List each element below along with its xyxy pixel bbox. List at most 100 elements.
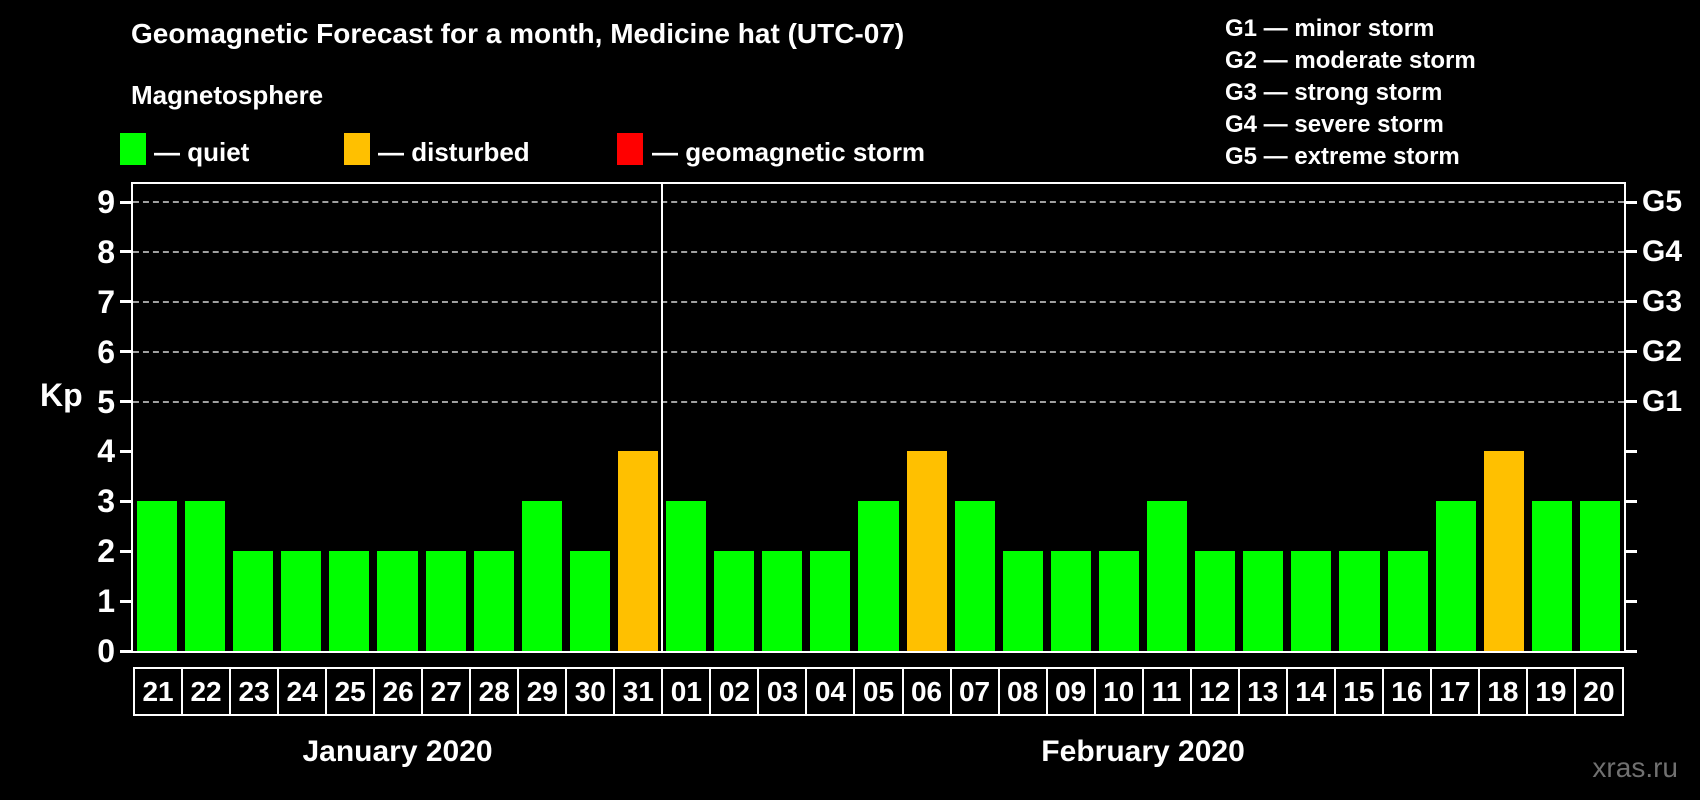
g-tick-label: G5 bbox=[1642, 185, 1683, 218]
g-scale-legend-item: G1 — minor storm bbox=[1225, 15, 1435, 42]
date-cell: 28 bbox=[469, 667, 520, 716]
kp-gridline bbox=[133, 300, 1624, 303]
date-cell: 21 bbox=[133, 667, 184, 716]
kp-bar bbox=[569, 551, 610, 651]
left-axis-tick bbox=[120, 649, 131, 653]
kp-bar bbox=[377, 551, 418, 651]
date-cell: 25 bbox=[325, 667, 376, 716]
date-cell: 03 bbox=[757, 667, 808, 716]
kp-bar bbox=[1339, 551, 1380, 651]
kp-gridline bbox=[133, 250, 1624, 253]
left-axis-tick bbox=[120, 300, 131, 304]
kp-bar bbox=[1050, 551, 1091, 651]
kp-tick-label: 8 bbox=[97, 233, 115, 270]
date-cell: 01 bbox=[661, 667, 712, 716]
left-axis-tick bbox=[120, 400, 131, 404]
quiet-swatch-icon bbox=[120, 133, 146, 165]
kp-tick-label: 5 bbox=[97, 383, 115, 420]
right-axis-tick bbox=[1626, 350, 1637, 354]
kp-gridline bbox=[133, 201, 1624, 203]
g-scale-legend-item: G2 — moderate storm bbox=[1225, 47, 1476, 74]
left-axis-tick bbox=[120, 549, 131, 553]
kp-tick-label: 0 bbox=[97, 633, 115, 669]
date-axis: 21 22 23 24 25 26 27 28 29 30 31 01 02 03 04 05 06 07 08 09… bbox=[133, 667, 1624, 716]
date-cell: 10 bbox=[1093, 667, 1144, 716]
kp-tick-label: 4 bbox=[97, 433, 115, 470]
left-axis-tick bbox=[120, 350, 131, 354]
kp-bar bbox=[617, 451, 659, 651]
date-cell: 19 bbox=[1525, 667, 1576, 716]
g-tick-label: G2 bbox=[1642, 334, 1683, 368]
date-cell: 11 bbox=[1141, 667, 1192, 716]
quiet-legend-label: — quiet bbox=[154, 137, 250, 167]
kp-bar bbox=[137, 501, 178, 651]
kp-tick-label: 3 bbox=[97, 483, 115, 520]
month-label: February 2020 bbox=[1041, 735, 1245, 768]
g-tick-label: G4 bbox=[1642, 234, 1683, 268]
date-cell: 31 bbox=[613, 667, 664, 716]
g-tick-label: G3 bbox=[1642, 284, 1683, 318]
date-cell: 12 bbox=[1189, 667, 1240, 716]
kp-tick-label: 6 bbox=[97, 333, 115, 370]
kp-bar bbox=[1002, 551, 1043, 651]
date-cell: 23 bbox=[229, 667, 280, 716]
chart-title: Geomagnetic Forecast for a month, Medici… bbox=[131, 18, 905, 49]
month-label: January 2020 bbox=[302, 735, 493, 768]
kp-bar bbox=[473, 551, 514, 651]
g-scale-legend: G1 — minor storm G2 — moderate storm G3 — … bbox=[1225, 13, 1476, 173]
date-cell: 04 bbox=[805, 667, 856, 716]
plot-area: 0 1 2 3 4 5 6 7 8 9 G1 G2 G3 G4 G5 bbox=[97, 182, 1682, 669]
kp-bar bbox=[1387, 551, 1428, 651]
right-axis-tick bbox=[1626, 300, 1637, 304]
watermark: xras.ru bbox=[1592, 752, 1678, 783]
g-scale-legend-item: G5 — extreme storm bbox=[1225, 143, 1460, 170]
kp-bar bbox=[425, 551, 466, 651]
disturbed-legend-label: — disturbed bbox=[378, 137, 530, 167]
left-axis-tick bbox=[120, 200, 131, 204]
date-cell: 17 bbox=[1429, 667, 1480, 716]
g-scale-legend-item: G3 — strong storm bbox=[1225, 79, 1443, 106]
storm-legend-label: — geomagnetic storm bbox=[652, 137, 926, 167]
left-axis-tick bbox=[120, 449, 131, 453]
kp-bar bbox=[1483, 451, 1524, 651]
kp-bar bbox=[810, 551, 851, 651]
storm-swatch-icon bbox=[617, 133, 643, 165]
kp-axis-label: Kp bbox=[40, 377, 83, 413]
kp-bar bbox=[521, 501, 562, 651]
right-axis-tick bbox=[1626, 599, 1637, 603]
kp-bar bbox=[666, 501, 707, 651]
date-cell: 18 bbox=[1477, 667, 1528, 716]
kp-tick-label: 7 bbox=[97, 283, 115, 320]
date-cell: 07 bbox=[949, 667, 1000, 716]
kp-gridline bbox=[133, 350, 1624, 353]
date-cell: 27 bbox=[421, 667, 472, 716]
kp-tick-label: 2 bbox=[97, 533, 115, 570]
date-cell: 06 bbox=[901, 667, 952, 716]
date-cell: 13 bbox=[1237, 667, 1288, 716]
date-cell: 26 bbox=[373, 667, 424, 716]
kp-bar bbox=[1291, 551, 1332, 651]
kp-gridline bbox=[133, 400, 1624, 403]
right-axis-tick bbox=[1626, 400, 1637, 404]
date-cell: 08 bbox=[997, 667, 1048, 716]
right-axis-tick bbox=[1626, 449, 1637, 453]
right-axis-tick bbox=[1626, 649, 1637, 653]
date-cell: 14 bbox=[1285, 667, 1336, 716]
date-cell: 24 bbox=[277, 667, 328, 716]
kp-bar bbox=[762, 551, 803, 651]
kp-tick-label: 9 bbox=[97, 184, 115, 220]
kp-bar bbox=[1531, 501, 1572, 651]
kp-bar bbox=[1147, 501, 1188, 651]
kp-bar bbox=[329, 551, 370, 651]
kp-bar bbox=[954, 501, 995, 651]
date-cell: 09 bbox=[1045, 667, 1096, 716]
right-axis-tick bbox=[1626, 200, 1637, 204]
date-cell: 22 bbox=[181, 667, 232, 716]
kp-bar bbox=[906, 451, 947, 651]
magnetosphere-label: Magnetosphere bbox=[131, 80, 324, 110]
date-cell: 29 bbox=[517, 667, 568, 716]
kp-bar bbox=[1435, 501, 1476, 651]
kp-bar bbox=[281, 551, 322, 651]
kp-bar bbox=[1579, 501, 1620, 651]
